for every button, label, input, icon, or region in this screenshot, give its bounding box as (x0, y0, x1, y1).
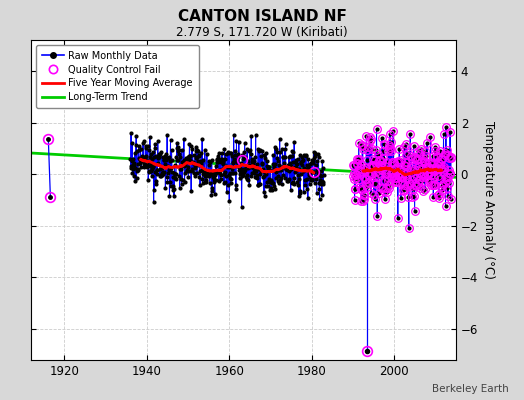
Y-axis label: Temperature Anomaly (°C): Temperature Anomaly (°C) (482, 121, 495, 279)
Legend: Raw Monthly Data, Quality Control Fail, Five Year Moving Average, Long-Term Tren: Raw Monthly Data, Quality Control Fail, … (36, 45, 199, 108)
Text: 2.779 S, 171.720 W (Kiribati): 2.779 S, 171.720 W (Kiribati) (176, 26, 348, 39)
Text: Berkeley Earth: Berkeley Earth (432, 384, 508, 394)
Text: CANTON ISLAND NF: CANTON ISLAND NF (178, 9, 346, 24)
